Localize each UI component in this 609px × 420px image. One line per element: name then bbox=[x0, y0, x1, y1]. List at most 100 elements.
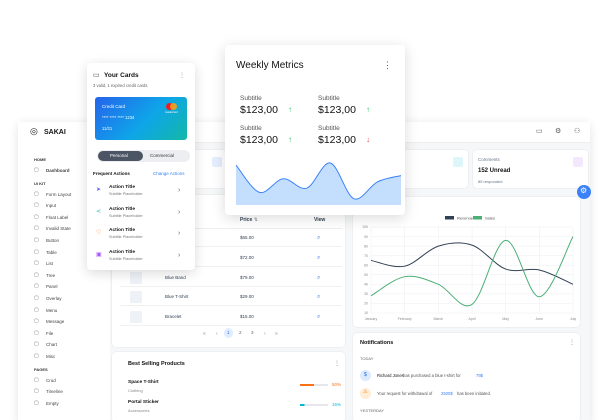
menu-icon: ▢ bbox=[34, 306, 39, 313]
kebab[interactable]: ⋮ bbox=[569, 340, 575, 346]
metric-label: Subtitle bbox=[240, 125, 262, 132]
menu-item[interactable]: Menu bbox=[46, 307, 58, 313]
view-button[interactable]: ⌕ bbox=[317, 314, 321, 321]
menu-icon: ▢ bbox=[34, 388, 39, 395]
column-header[interactable]: Price bbox=[240, 217, 253, 223]
trend-icon: ↑ bbox=[366, 105, 370, 114]
action-subtitle: Subtitle Placeholder bbox=[109, 192, 143, 196]
line bbox=[235, 162, 402, 200]
trend-icon: ↑ bbox=[288, 135, 292, 144]
menu-item[interactable]: Table bbox=[46, 249, 57, 255]
kebab[interactable]: ⋮ bbox=[383, 60, 392, 70]
page-first[interactable]: « bbox=[203, 331, 206, 337]
view-button[interactable]: ⌕ bbox=[317, 274, 321, 281]
y-tick-label: 70 bbox=[364, 254, 368, 258]
topbar-icon[interactable]: ⚙ bbox=[555, 128, 562, 135]
view-button[interactable]: ⌕ bbox=[317, 235, 321, 241]
page-last[interactable]: » bbox=[275, 331, 278, 337]
topbar-icon[interactable]: ▭ bbox=[536, 128, 543, 135]
action-title[interactable]: Action Title bbox=[109, 228, 136, 233]
notification-glyph: ⚠ bbox=[363, 389, 368, 395]
group-label: YESTERDAY bbox=[360, 408, 384, 413]
card-label: Credit Card bbox=[102, 104, 126, 109]
card-number: **** **** **** 1234 bbox=[102, 115, 135, 120]
stat-value: 152 Unread bbox=[478, 168, 511, 174]
menu-item[interactable]: Crud bbox=[46, 377, 56, 383]
notification-text: has purchased a blue t-shirt for bbox=[403, 373, 461, 378]
metric-label: Subtitle bbox=[318, 95, 340, 102]
notification-amount: 79$ bbox=[476, 373, 483, 378]
menu-item[interactable]: Dashboard bbox=[46, 168, 70, 173]
action-subtitle: Subtitle Placeholder bbox=[109, 256, 143, 261]
menu-item[interactable]: File bbox=[46, 330, 54, 336]
menu-item[interactable]: Button bbox=[46, 238, 60, 243]
menu-item[interactable]: Form Layout bbox=[46, 191, 72, 197]
page-next[interactable]: › bbox=[264, 331, 266, 337]
config-icon[interactable]: ⚙ bbox=[580, 186, 588, 195]
chevron[interactable]: › bbox=[178, 208, 181, 216]
panel-subtitle: 3 valid, 1 expired credit cards bbox=[93, 83, 148, 88]
column-header: View bbox=[314, 217, 326, 223]
x-tick-label: May bbox=[502, 317, 509, 321]
panel-icon: ▭ bbox=[93, 72, 100, 79]
config-button[interactable] bbox=[577, 185, 591, 199]
link[interactable]: Change Actions bbox=[153, 171, 185, 176]
notification-name: Richard Jones bbox=[377, 373, 404, 378]
chevron[interactable]: › bbox=[178, 230, 181, 237]
tab[interactable]: Personal bbox=[110, 153, 128, 158]
menu-item[interactable]: Overlay bbox=[46, 296, 62, 301]
menu-item[interactable]: List bbox=[46, 261, 54, 267]
topbar-icon[interactable]: ⚇ bbox=[574, 128, 581, 135]
menu-item[interactable]: Input bbox=[46, 203, 57, 209]
view-button[interactable]: ⌕ bbox=[317, 254, 321, 261]
sort-icon[interactable]: ⇅ bbox=[254, 217, 258, 222]
menu-item[interactable]: Message bbox=[46, 319, 65, 325]
page-number[interactable]: 1 bbox=[227, 330, 230, 335]
action-icon: ➤ bbox=[96, 187, 102, 193]
menu-item[interactable]: Invalid State bbox=[46, 226, 71, 232]
view-button[interactable]: ⌕ bbox=[317, 294, 321, 301]
metric-value: $123,00 bbox=[240, 134, 278, 146]
action-icon: ♡ bbox=[96, 230, 102, 236]
action-title[interactable]: Action Title bbox=[109, 185, 136, 190]
product-category: Accessories bbox=[128, 408, 150, 413]
menu-icon: ▢ bbox=[34, 167, 39, 173]
tab-active[interactable] bbox=[98, 151, 143, 161]
y-tick-label: 10 bbox=[364, 311, 368, 315]
kebab[interactable]: ⋮ bbox=[179, 73, 185, 79]
progress-bar bbox=[300, 384, 314, 386]
menu-item[interactable]: Float Label bbox=[46, 214, 69, 220]
x-tick-label: January bbox=[365, 317, 378, 321]
card-title: Notifications bbox=[360, 340, 394, 346]
menu-item[interactable]: Timeline bbox=[46, 389, 63, 395]
y-tick-label: 60 bbox=[364, 263, 368, 267]
menu-item[interactable]: Tree bbox=[46, 272, 56, 278]
menu-item[interactable]: Panel bbox=[46, 284, 58, 290]
metric-label: Subtitle bbox=[318, 125, 340, 132]
progress-bar bbox=[300, 404, 305, 406]
page-number[interactable]: 3 bbox=[251, 330, 254, 335]
chevron[interactable]: › bbox=[178, 187, 181, 194]
chevron[interactable]: › bbox=[178, 251, 181, 259]
sales-chart: 10 20 30 40 50 60 70 80 90 100 January February Marc… bbox=[362, 215, 576, 321]
page-prev[interactable]: ‹ bbox=[216, 331, 218, 337]
menu-icon: ▢ bbox=[34, 295, 39, 301]
stat-icon bbox=[212, 157, 222, 167]
card-brand: mastercard bbox=[165, 111, 178, 114]
progress-track bbox=[300, 404, 328, 406]
action-title[interactable]: Action Title bbox=[109, 249, 136, 255]
tab[interactable]: Commercial bbox=[150, 153, 175, 158]
product-price: $15.00 bbox=[240, 314, 254, 320]
action-title[interactable]: Action Title bbox=[109, 206, 136, 212]
menu-icon: ▢ bbox=[34, 341, 39, 348]
kebab[interactable]: ⋮ bbox=[334, 361, 340, 367]
menu-icon: ▢ bbox=[34, 329, 39, 336]
stat-icon bbox=[453, 157, 463, 167]
menu-icon: ▢ bbox=[34, 213, 39, 220]
menu-item[interactable]: Empty bbox=[46, 400, 59, 406]
menu-item[interactable]: Misc bbox=[46, 354, 56, 359]
page-number[interactable]: 2 bbox=[239, 330, 242, 335]
menu-item[interactable]: Chart bbox=[46, 342, 58, 348]
product-name: Blue T-Shirt bbox=[165, 294, 189, 300]
y-tick-label: 40 bbox=[364, 283, 368, 287]
